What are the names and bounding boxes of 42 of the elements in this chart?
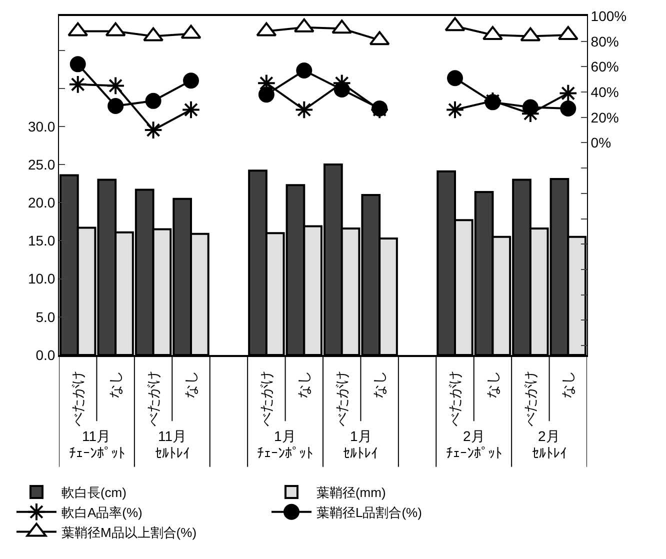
- legend-label: 葉鞘径(mm): [316, 485, 386, 500]
- y2-tick-label: 40%: [590, 84, 619, 100]
- x-tick-label: べたがけ: [522, 370, 538, 427]
- text: 11月: [158, 428, 187, 444]
- y2-tick-label: 80%: [590, 33, 619, 50]
- x-tick-label: べたがけ: [333, 370, 350, 427]
- x-tick-label: なし: [560, 370, 576, 399]
- x-tick-label: なし: [107, 370, 124, 399]
- legend-label: 葉鞘径L品割合(%): [316, 504, 422, 520]
- legend-label: 軟白A品率(%): [61, 504, 142, 520]
- y-tick-label: 30.0: [28, 118, 56, 134]
- y2-tick-label: 0%: [590, 134, 612, 151]
- x-tick-label: なし: [296, 370, 312, 399]
- x-tick-label: べたがけ: [69, 370, 86, 427]
- x-tick-label: なし: [182, 370, 199, 399]
- y2-tick-label: 20%: [590, 109, 619, 126]
- legend-label: 軟白長(cm): [61, 485, 126, 500]
- y-tick-label: 20.0: [28, 194, 56, 211]
- x-tick-label: べたがけ: [258, 370, 274, 427]
- y-tick-label: 0.0: [36, 346, 56, 363]
- text: 1月: [274, 428, 296, 444]
- x-tick-label: なし: [371, 370, 388, 399]
- y-tick-label: 5.0: [36, 308, 56, 325]
- y-tick-label: 15.0: [28, 232, 56, 249]
- text: 11月: [82, 428, 111, 444]
- legend-label: 葉鞘径M品以上割合(%): [61, 524, 197, 540]
- text: 1月: [350, 428, 372, 444]
- x-tick-label: なし: [484, 370, 500, 399]
- y2-tick-label: 100%: [590, 8, 627, 24]
- text: ｾﾙﾄﾚｲ: [155, 445, 190, 461]
- x-tick-label: べたがけ: [446, 370, 463, 427]
- y-tick-label: 25.0: [28, 156, 56, 172]
- text: ｾﾙﾄﾚｲ: [343, 445, 378, 461]
- text: ﾁｪｰﾝﾎﾟｯﾄ: [69, 445, 125, 461]
- y-tick-label: 10.0: [28, 270, 56, 287]
- text: ﾁｪｰﾝﾎﾟｯﾄ: [257, 445, 313, 461]
- text: 2月: [538, 428, 560, 444]
- y2-tick-label: 60%: [590, 58, 619, 75]
- text: ｾﾙﾄﾚｲ: [532, 445, 567, 461]
- text: ﾁｪｰﾝﾎﾟｯﾄ: [446, 445, 502, 461]
- text: 2月: [463, 428, 485, 444]
- x-tick-label: べたがけ: [144, 370, 161, 427]
